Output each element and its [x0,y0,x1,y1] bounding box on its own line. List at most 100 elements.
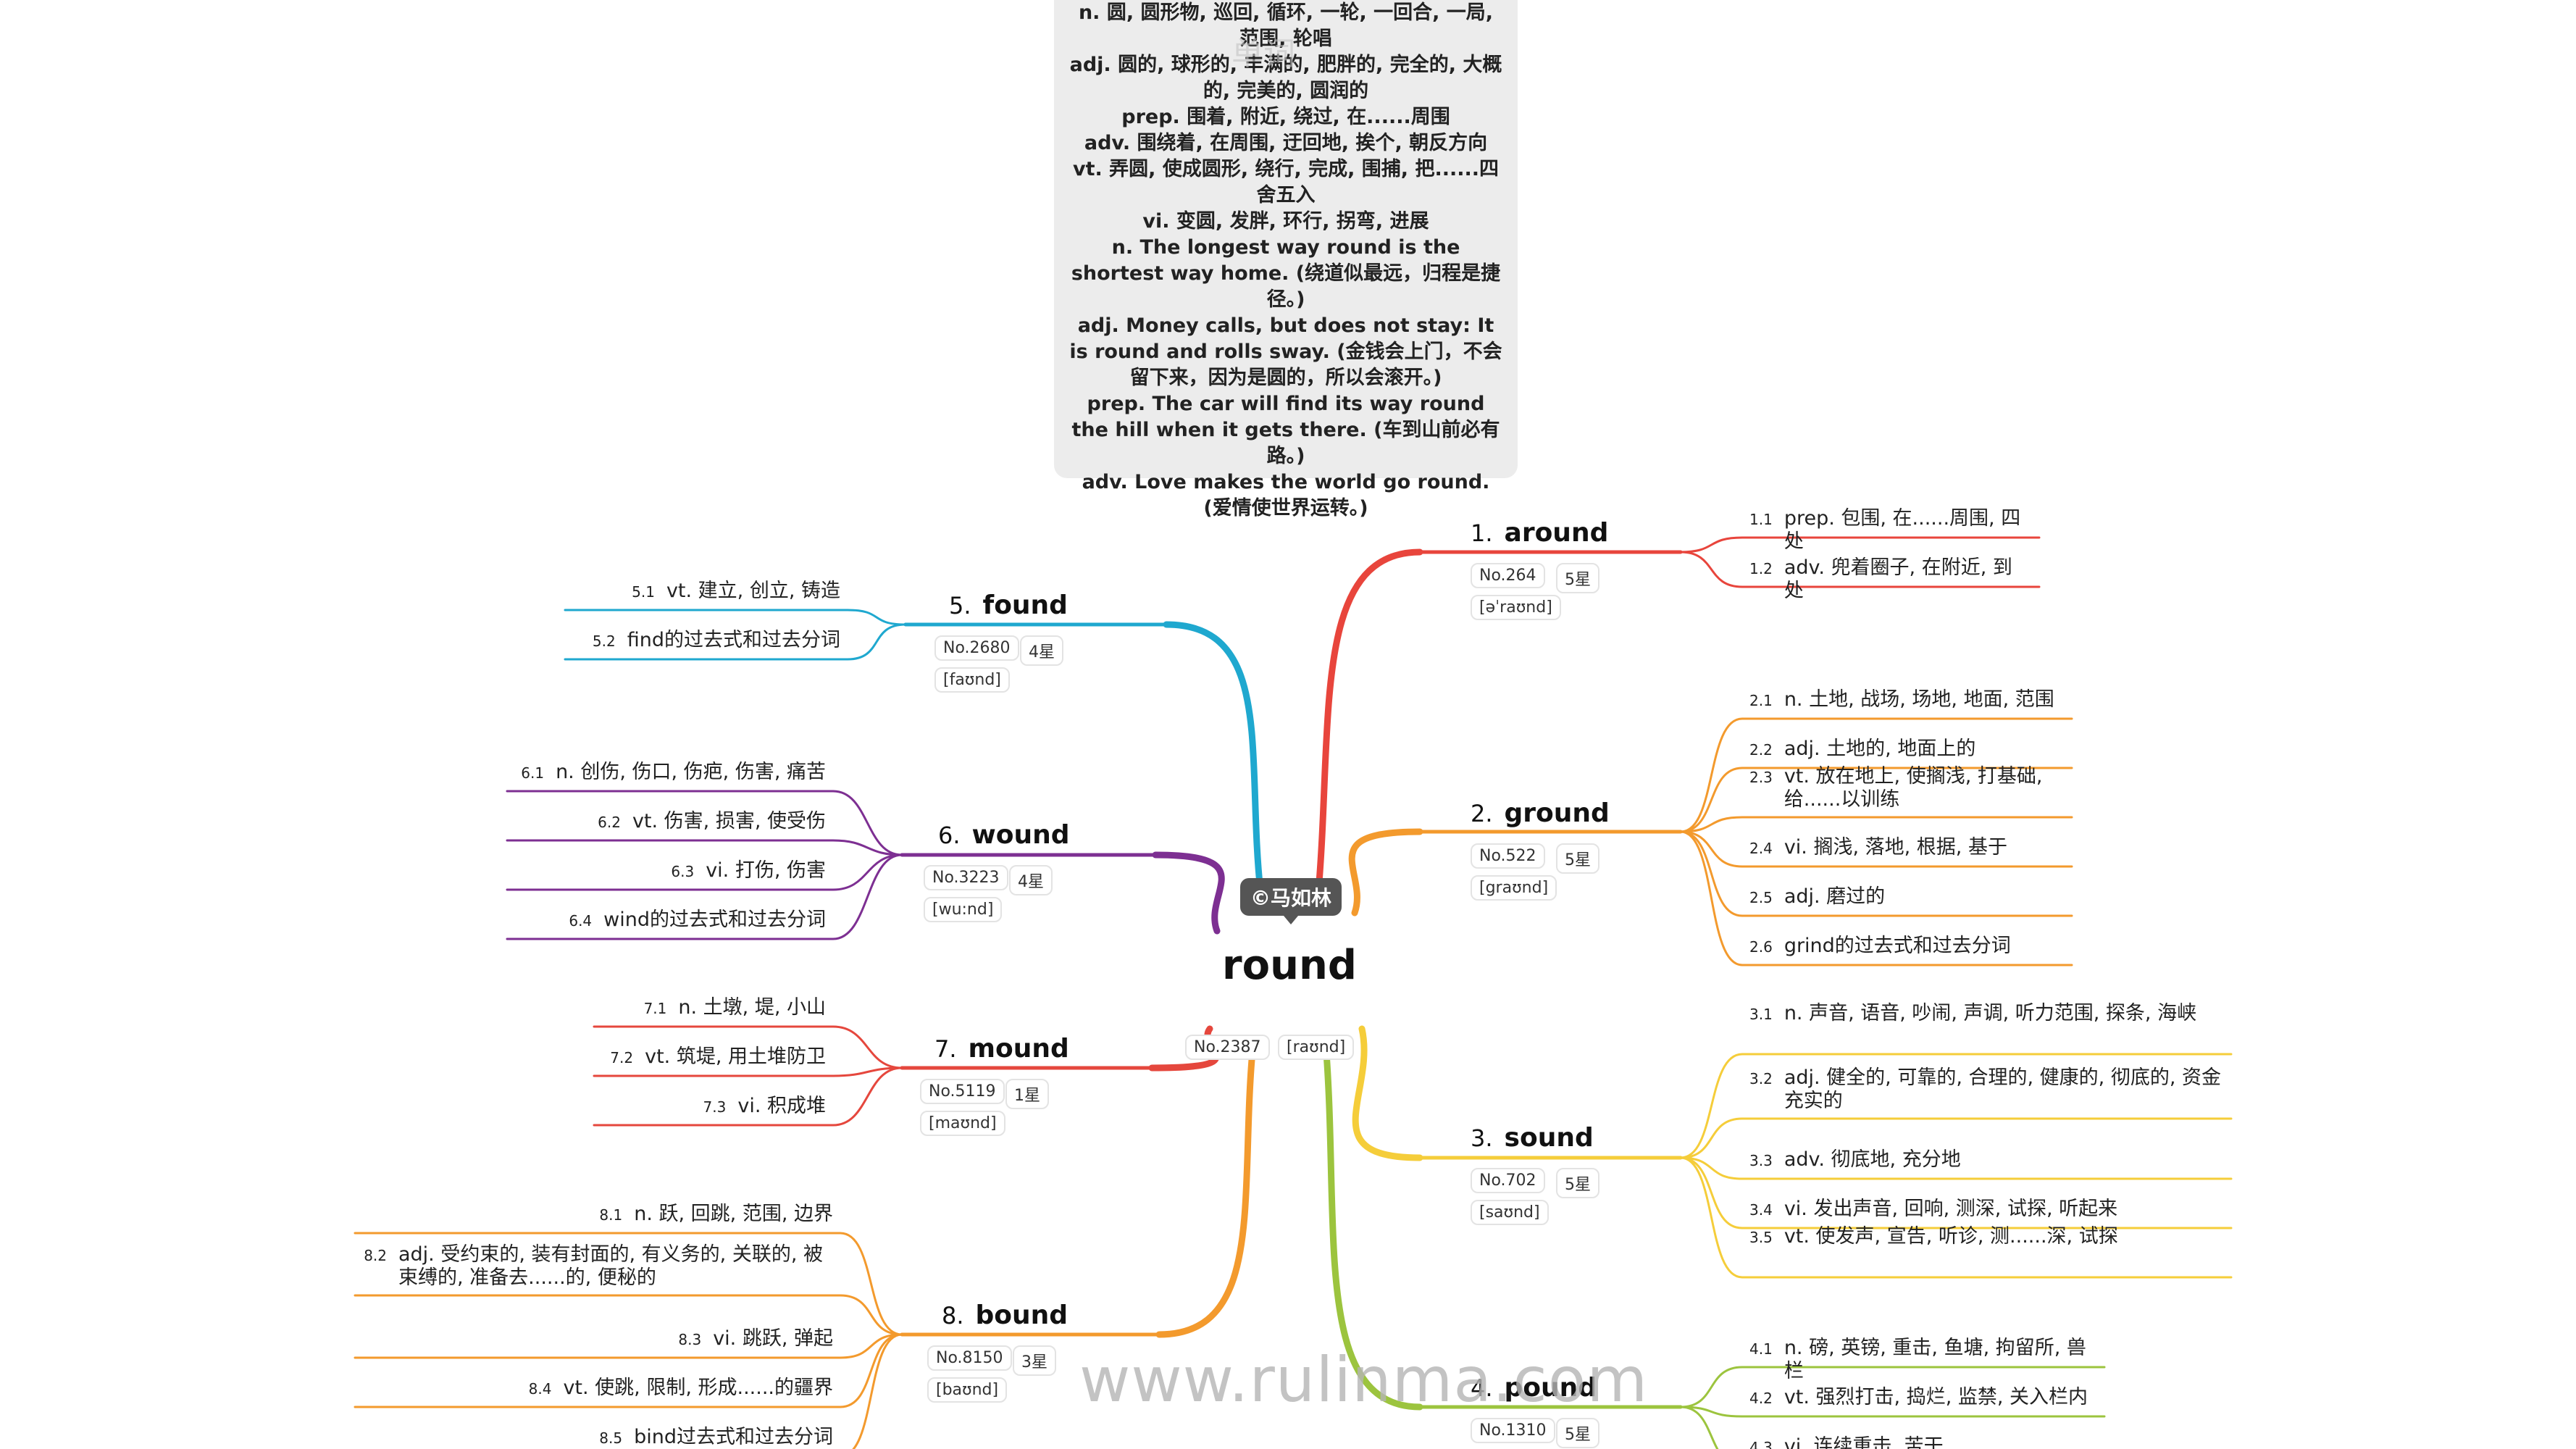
leaf-connector [1679,536,2041,554]
branch-title-found[interactable]: 5. found [949,590,1068,620]
rank-chip: No.5119 [920,1079,1005,1104]
leaf-number: 3.5 [1749,1229,1773,1246]
leaf-text: n. 创伤, 伤口, 伤疤, 伤害, 痛苦 [556,761,826,783]
definition-line: prep. 围着, 附近, 绕过, 在......周围 [1121,106,1450,128]
leaf-3.1[interactable]: 3.1 n. 声音, 语音, 吵闹, 声调, 听力范围, 探条, 海峡 [1749,1002,2231,1026]
leaf-6.4[interactable]: 6.4 wind的过去式和过去分词 [507,909,826,932]
definition-line: adj. Money calls, but does not stay: It … [1069,314,1502,389]
branch-number: 6. [938,822,961,849]
leaf-8.5[interactable]: 8.5 bind过去式和过去分词 [355,1426,833,1449]
phonetic-chip: [wu:nd] [924,897,1003,922]
leaf-7.2[interactable]: 7.2 vt. 筑堤, 用土堆防卫 [594,1045,826,1069]
leaf-2.6[interactable]: 2.6 grind的过去式和过去分词 [1749,935,2072,959]
leaf-text: vi. 打伤, 伤害 [706,859,826,882]
leaf-text: grind的过去式和过去分词 [1783,935,2011,957]
stars-chip: 3星 [1013,1345,1056,1376]
phonetic-chip: [maʊnd] [920,1111,1005,1136]
branch-trunk-sound [1352,1025,1423,1161]
leaf-number: 8.1 [599,1206,623,1224]
leaf-5.1[interactable]: 5.1 vt. 建立, 创立, 铸造 [565,580,840,604]
leaf-1.1[interactable]: 1.1 prep. 包围, 在......周围, 四处 [1749,507,2039,554]
leaf-number: 8.2 [364,1247,387,1264]
leaf-4.3[interactable]: 4.3 vi. 连续重击, 苦干 [1749,1435,2104,1449]
leaf-text: adj. 受约束的, 装有封面的, 有义务的, 关联的, 被束缚的, 准备去..… [398,1243,824,1289]
leaf-2.5[interactable]: 2.5 adj. 磨过的 [1749,885,2072,909]
leaf-number: 1.1 [1749,511,1773,528]
branch-title-sound[interactable]: 3. sound [1471,1123,1594,1153]
leaf-connector [1679,1366,2106,1408]
leaf-8.1[interactable]: 8.1 n. 跃, 回跳, 范围, 边界 [355,1203,833,1227]
definition-line: adv. 围绕着, 在周围, 迂回地, 挨个, 朝反方向 [1084,132,1488,154]
branch-title-pound[interactable]: 4. pound [1471,1373,1597,1403]
branch-title-around[interactable]: 1. around [1471,518,1608,548]
leaf-3.3[interactable]: 3.3 adv. 彻底地, 充分地 [1749,1148,2231,1172]
branch-title-bound[interactable]: 8. bound [942,1300,1068,1330]
leaf-connector [1679,1406,1719,1449]
leaf-connector [1679,767,2073,833]
leaf-number: 4.1 [1749,1340,1773,1358]
author-stamp: ©马如林 [1240,878,1342,924]
center-phonetic-chip: [raʊnd] [1278,1035,1355,1060]
leaf-2.2[interactable]: 2.2 adj. 土地的, 地面上的 [1749,738,2072,761]
leaf-8.2[interactable]: 8.2 adj. 受约束的, 装有封面的, 有义务的, 关联的, 被束缚的, 准备… [355,1243,833,1290]
leaf-1.2[interactable]: 1.2 adv. 兜着圈子, 在附近, 到处 [1749,556,2039,603]
branch-trunk-around [1315,548,1423,895]
leaf-connector [506,790,903,856]
leaf-3.4[interactable]: 3.4 vi. 发出声音, 回响, 测深, 试探, 听起来 [1749,1198,2231,1222]
branch-number: 5. [949,592,971,619]
stars-chip: 5星 [1556,1418,1599,1448]
leaf-text: n. 声音, 语音, 吵闹, 声调, 听力范围, 探条, 海峡 [1783,1002,2197,1024]
leaf-3.5[interactable]: 3.5 vt. 使发声, 宣告, 听诊, 测......深, 试探 [1749,1225,2231,1249]
branch-word: ground [1504,798,1610,828]
leaf-text: vi. 搁浅, 落地, 根据, 基于 [1783,836,2007,859]
definition-line: n. 圆, 圆形物, 巡回, 循环, 一轮, 一回合, 一局, 范围, 轮唱 [1078,1,1494,50]
leaf-6.2[interactable]: 6.2 vt. 伤害, 损害, 使受伤 [507,810,826,834]
leaf-text: vi. 连续重击, 苦干 [1783,1435,1944,1449]
branch-trunk-ground [1348,828,1423,916]
leaf-4.2[interactable]: 4.2 vt. 强烈打击, 捣烂, 监禁, 关入栏内 [1749,1386,2104,1410]
leaf-text: wind的过去式和过去分词 [603,909,826,931]
leaf-3.2[interactable]: 3.2 adj. 健全的, 可靠的, 合理的, 健康的, 彻底的, 资金充实的 [1749,1066,2231,1113]
leaf-text: adv. 兜着圈子, 在附近, 到处 [1783,556,2012,602]
leaf-2.3[interactable]: 2.3 vt. 放在地上, 使搁浅, 打基础, 给......以训练 [1749,765,2072,811]
leaf-number: 8.4 [528,1380,552,1398]
leaf-4.1[interactable]: 4.1 n. 磅, 英镑, 重击, 鱼塘, 拘留所, 兽栏 [1749,1337,2104,1383]
leaf-6.1[interactable]: 6.1 n. 创伤, 伤口, 伤疤, 伤害, 痛苦 [507,761,826,785]
leaf-text: n. 磅, 英镑, 重击, 鱼塘, 拘留所, 兽栏 [1783,1337,2086,1382]
leaf-8.4[interactable]: 8.4 vt. 使跳, 限制, 形成......的疆界 [355,1377,833,1400]
leaf-7.1[interactable]: 7.1 n. 土墩, 堤, 小山 [594,996,826,1020]
definition-line: vt. 弄圆, 使成圆形, 绕行, 完成, 围捕, 把......四舍五入 [1073,158,1499,206]
leaf-connector [1679,551,2041,588]
leaf-text: vt. 建立, 创立, 铸造 [666,580,840,602]
stars-chip: 4星 [1009,865,1053,895]
branch-number: 8. [942,1302,964,1329]
branch-title-wound[interactable]: 6. wound [938,820,1070,850]
rank-chip: No.8150 [927,1345,1012,1371]
branch-number: 7. [934,1035,957,1063]
leaf-text: adj. 磨过的 [1783,885,1886,908]
leaf-text: n. 土墩, 堤, 小山 [678,996,826,1019]
leaf-text: vt. 使跳, 限制, 形成......的疆界 [563,1377,833,1399]
branch-title-mound[interactable]: 7. mound [934,1034,1069,1064]
leaf-5.2[interactable]: 5.2 find的过去式和过去分词 [565,629,840,653]
leaf-number: 3.3 [1749,1152,1773,1169]
leaf-connector [354,1294,903,1336]
leaf-number: 2.4 [1749,840,1773,857]
leaf-6.3[interactable]: 6.3 vi. 打伤, 伤害 [507,859,826,883]
leaf-connector [1679,717,2073,833]
leaf-number: 6.3 [671,863,695,880]
leaf-8.3[interactable]: 8.3 vi. 跳跃, 弹起 [355,1327,833,1351]
leaf-connector [1679,1117,2233,1159]
branch-title-ground[interactable]: 2. ground [1471,798,1610,828]
center-word[interactable]: round [1222,942,1357,989]
leaf-text: n. 跃, 回跳, 范围, 边界 [634,1203,833,1225]
leaf-connector [593,1066,903,1127]
branch-word: mound [968,1034,1069,1064]
leaf-2.1[interactable]: 2.1 n. 土地, 战场, 场地, 地面, 范围 [1749,688,2072,712]
definition-line: n. The longest way round is the shortest… [1071,236,1501,311]
stars-chip: 4星 [1020,635,1063,666]
leaf-2.4[interactable]: 2.4 vi. 搁浅, 落地, 根据, 基于 [1749,836,2072,860]
definition-line: prep. The car will find its way round th… [1071,393,1500,467]
leaf-7.3[interactable]: 7.3 vi. 积成堆 [594,1095,826,1119]
